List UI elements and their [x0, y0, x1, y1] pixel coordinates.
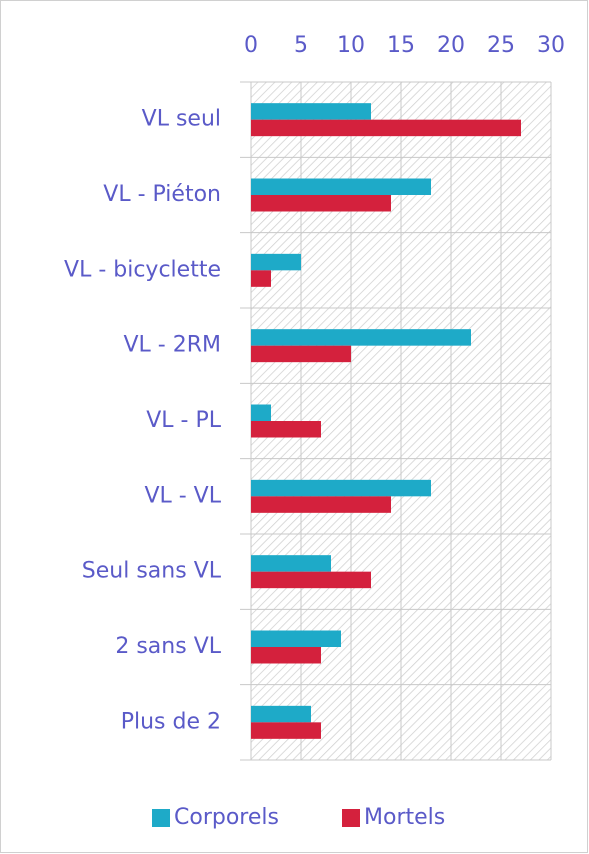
bar — [251, 571, 371, 589]
bar — [251, 479, 431, 497]
y-tick-label: 2 sans VL — [115, 634, 221, 659]
bar — [251, 555, 331, 572]
y-tick-label: VL - VL — [144, 483, 221, 508]
bar — [251, 270, 271, 287]
legend-swatch — [342, 809, 360, 827]
bar — [251, 421, 321, 438]
x-tick-label: 10 — [337, 33, 365, 58]
bar — [251, 119, 521, 137]
legend-label: Corporels — [174, 805, 279, 830]
x-tick-label: 15 — [387, 33, 415, 58]
bar — [251, 103, 371, 120]
bar — [251, 404, 271, 421]
bar — [251, 329, 471, 346]
x-tick-label: 30 — [537, 33, 565, 58]
y-tick-label: VL - PL — [146, 408, 221, 433]
bar — [251, 722, 321, 739]
x-tick-label: 20 — [437, 33, 465, 58]
bar — [251, 195, 391, 212]
y-tick-label: VL - 2RM — [124, 333, 222, 358]
legend-label: Mortels — [364, 805, 445, 830]
y-tick-label: VL seul — [142, 107, 221, 132]
x-tick-label: 5 — [294, 33, 308, 58]
y-tick-label: Plus de 2 — [121, 709, 221, 734]
bar — [251, 178, 431, 195]
x-tick-label: 25 — [487, 33, 515, 58]
bar — [251, 705, 311, 723]
y-tick-label: VL - bicyclette — [64, 257, 221, 282]
y-tick-label: Seul sans VL — [82, 559, 222, 584]
bar — [251, 496, 391, 513]
legend-swatch — [152, 809, 170, 827]
bar — [251, 630, 341, 647]
bar — [251, 647, 321, 664]
y-tick-label: VL - Piéton — [103, 182, 221, 207]
bar — [251, 345, 351, 363]
bar — [251, 253, 301, 271]
x-tick-label: 0 — [244, 33, 258, 58]
